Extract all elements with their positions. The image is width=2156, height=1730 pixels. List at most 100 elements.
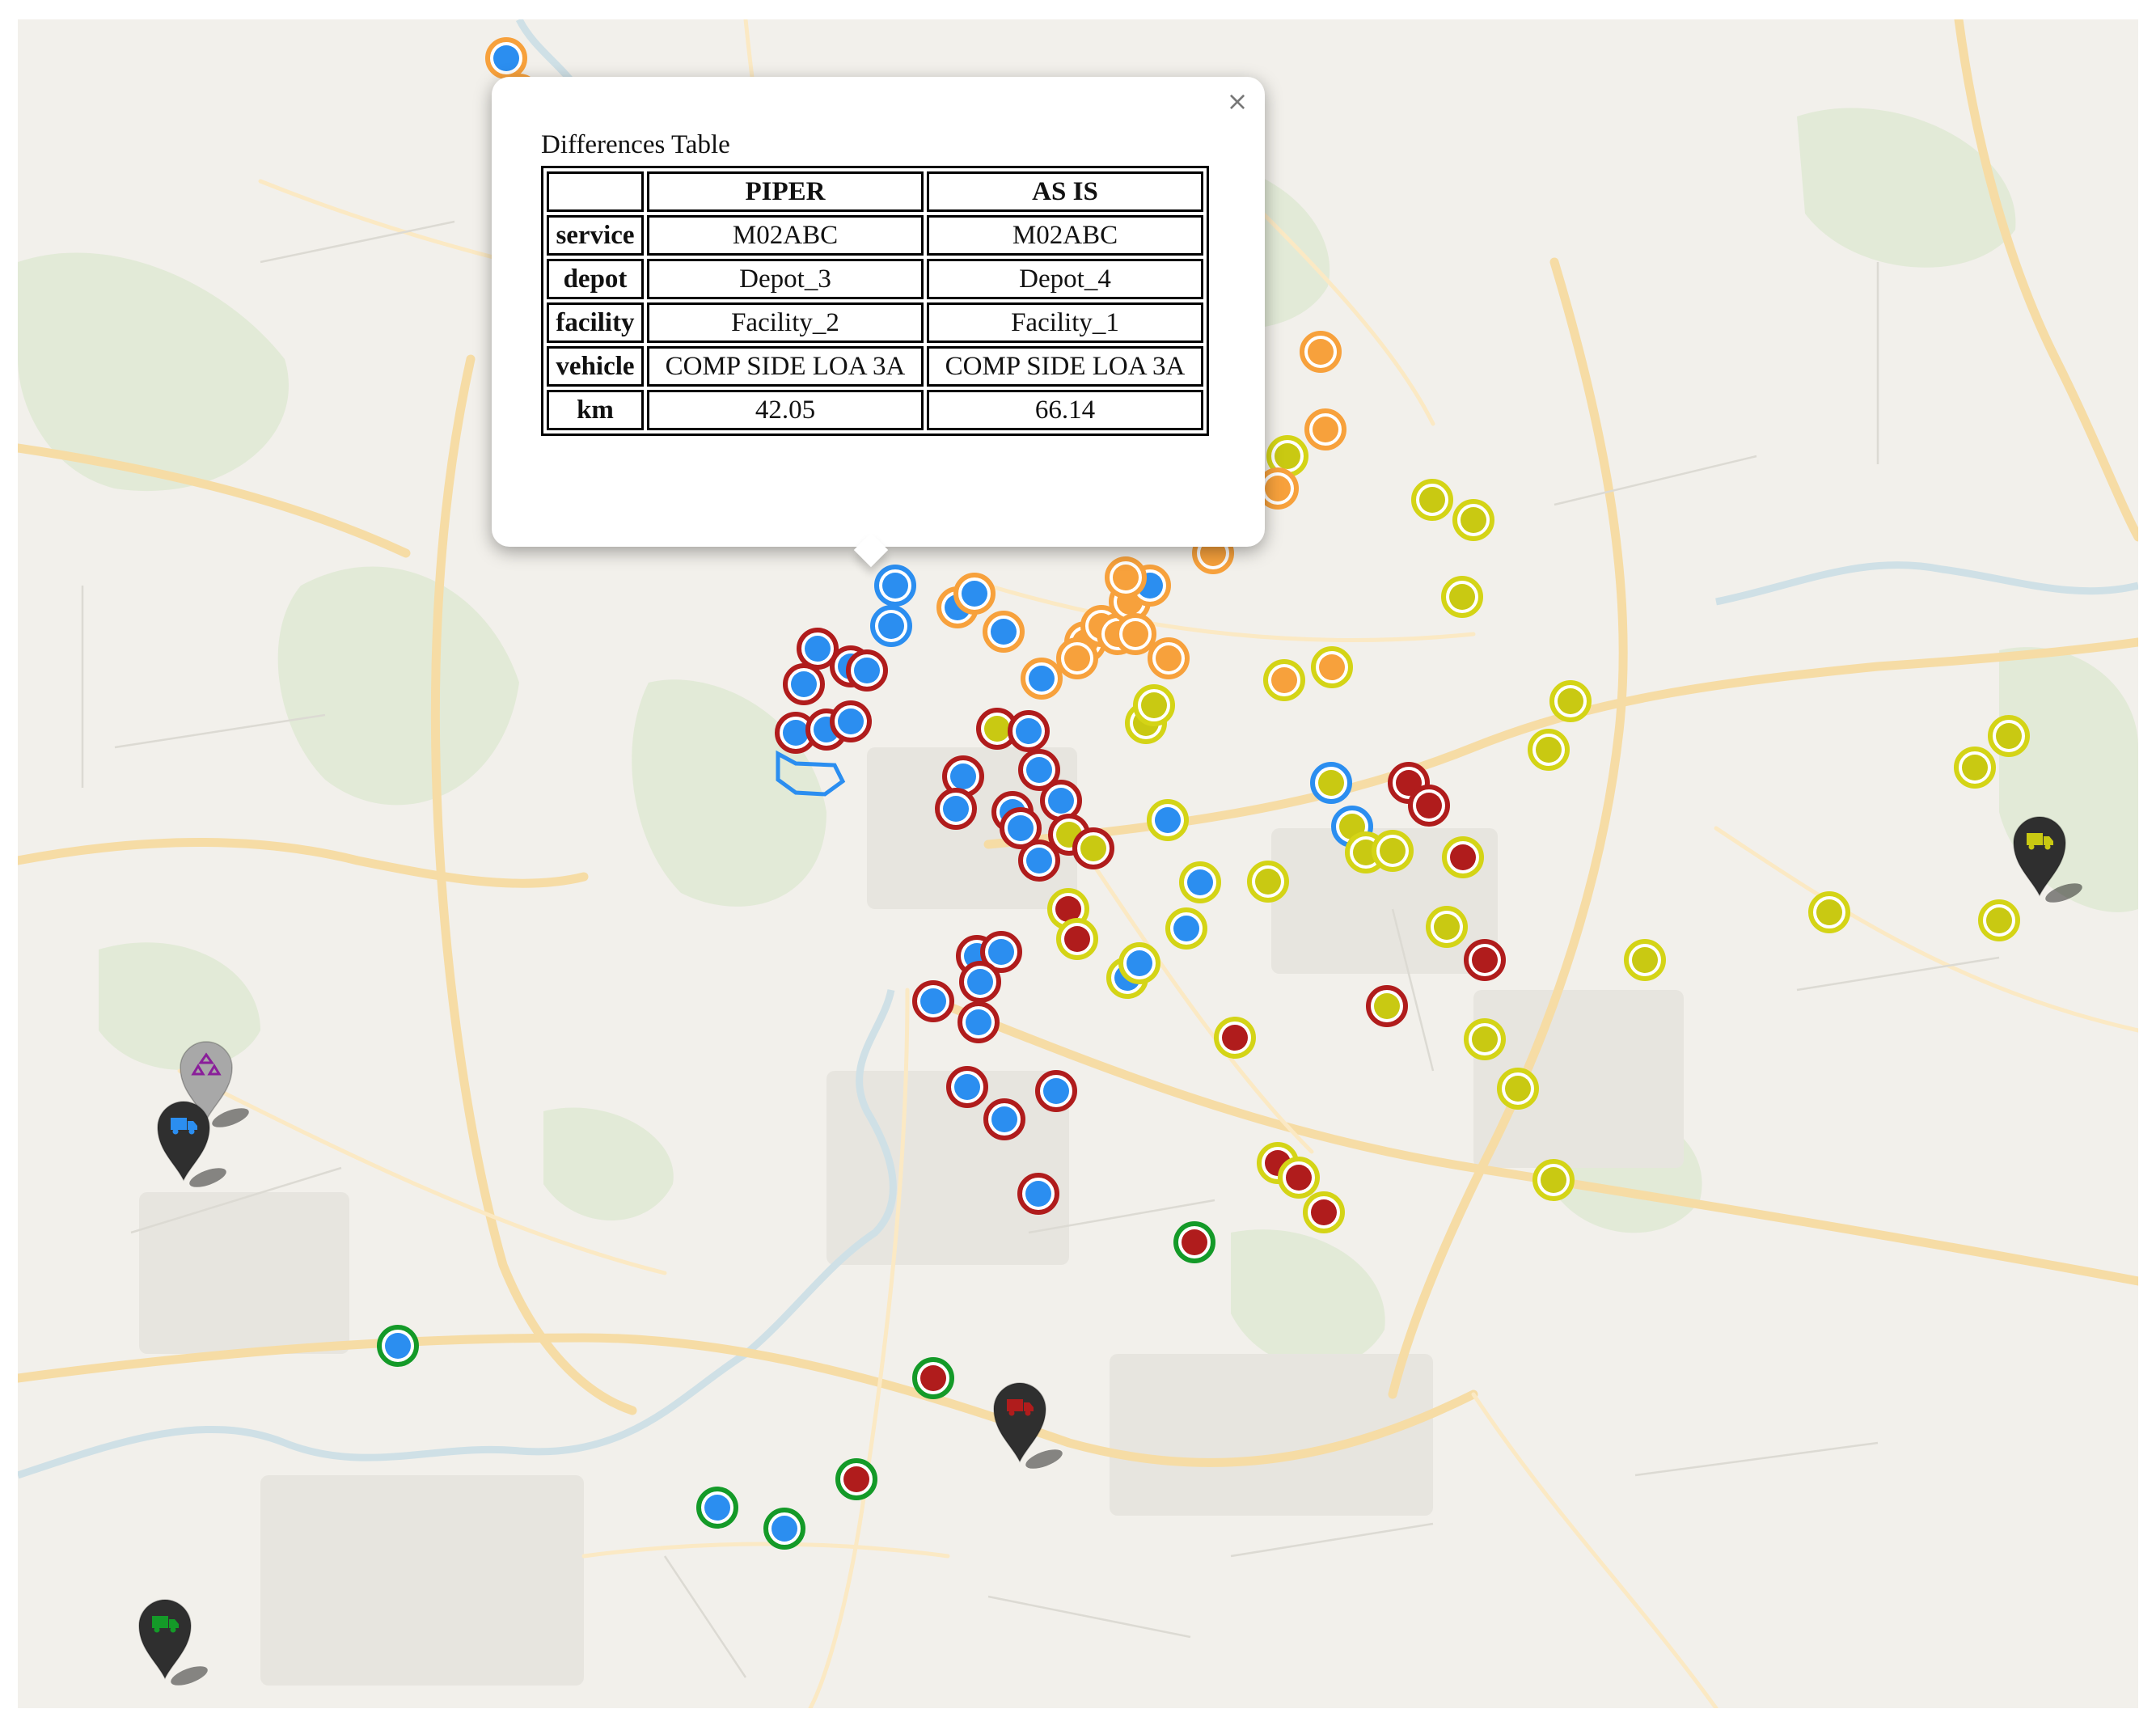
cell-as-is-km: 66.14 [927,390,1203,430]
service-point-marker[interactable] [1247,861,1289,903]
cell-as-is-depot: Depot_4 [927,259,1203,299]
service-point-marker[interactable] [1978,899,2020,941]
service-point-marker[interactable] [1118,942,1160,984]
service-point-marker[interactable] [976,708,1018,750]
service-point-marker[interactable] [1441,576,1483,618]
service-point-marker[interactable] [1114,613,1156,655]
service-point-marker[interactable] [1311,646,1353,688]
service-point-marker[interactable] [1263,659,1305,701]
close-icon[interactable]: × [1226,86,1249,116]
service-point-marker[interactable] [870,605,912,647]
service-point-marker[interactable] [1035,1070,1077,1112]
service-point-marker[interactable] [946,1066,988,1108]
service-point-marker[interactable] [1624,939,1666,981]
service-point-marker[interactable] [1464,939,1506,981]
depot-pin-marker[interactable] [2013,816,2085,907]
differences-table: PIPER AS IS service M02ABC M02ABC depot … [541,166,1209,436]
table-row: facility Facility_2 Facility_1 [547,302,1203,343]
cell-as-is-service: M02ABC [927,215,1203,256]
service-point-marker[interactable] [959,961,1001,1003]
row-label-facility: facility [547,302,644,343]
table-header-corner [547,171,644,212]
service-point-marker[interactable] [1497,1068,1539,1110]
service-point-marker[interactable] [846,649,888,692]
service-point-marker[interactable] [1266,435,1308,477]
service-point-marker[interactable] [1165,907,1207,950]
service-point-marker[interactable] [1105,556,1147,599]
service-point-marker[interactable] [980,931,1022,973]
facility-pin-marker[interactable] [180,1041,252,1131]
service-point-marker[interactable] [1017,1173,1059,1215]
differences-popup: × Differences Table PIPER AS IS service … [492,77,1265,568]
service-point-marker[interactable] [1072,827,1114,869]
service-point-marker[interactable] [1808,891,1850,933]
service-point-marker[interactable] [1532,1159,1575,1201]
service-point-marker[interactable] [958,1001,1000,1043]
recycle-icon [191,1052,222,1076]
service-point-marker[interactable] [1411,479,1453,521]
table-row: km 42.05 66.14 [547,390,1203,430]
service-point-marker[interactable] [1257,467,1299,510]
service-point-marker[interactable] [1426,906,1468,948]
service-point-marker[interactable] [830,700,872,742]
cell-piper-vehicle: COMP SIDE LOA 3A [647,346,924,387]
service-point-marker[interactable] [1452,499,1494,541]
service-point-marker[interactable] [1304,408,1346,450]
truck-icon [152,1616,179,1633]
service-point-marker[interactable] [1408,785,1450,827]
depot-pin-marker[interactable] [138,1599,210,1690]
service-point-marker[interactable] [1528,729,1570,771]
service-point-marker[interactable] [1464,1018,1506,1060]
service-point-marker[interactable] [983,1098,1025,1140]
service-point-marker[interactable] [1018,840,1060,882]
service-point-marker[interactable] [1303,1191,1345,1233]
service-point-marker[interactable] [377,1325,419,1367]
service-point-marker[interactable] [1040,780,1082,822]
service-point-marker[interactable] [1988,715,2030,757]
service-point-marker[interactable] [1214,1017,1256,1059]
table-row: vehicle COMP SIDE LOA 3A COMP SIDE LOA 3… [547,346,1203,387]
service-point-marker[interactable] [783,663,825,705]
service-point-marker[interactable] [1372,830,1414,872]
service-point-marker[interactable] [1310,762,1352,804]
cell-piper-facility: Facility_2 [647,302,924,343]
service-point-marker[interactable] [912,980,954,1022]
service-point-marker[interactable] [696,1487,738,1529]
service-point-marker[interactable] [1056,637,1098,679]
service-point-marker[interactable] [835,1458,877,1500]
service-point-marker[interactable] [1278,1157,1320,1199]
service-point-marker[interactable] [1148,637,1190,679]
service-point-marker[interactable] [874,565,916,607]
row-label-depot: depot [547,259,644,299]
row-label-km: km [547,390,644,430]
service-point-marker[interactable] [1133,684,1175,726]
service-point-marker[interactable] [485,37,527,79]
truck-icon [171,1118,197,1135]
service-point-marker[interactable] [912,1357,954,1399]
service-point-marker[interactable] [983,611,1025,653]
service-point-marker[interactable] [1173,1221,1215,1263]
service-point-marker[interactable] [1008,710,1050,752]
cell-as-is-vehicle: COMP SIDE LOA 3A [927,346,1203,387]
service-point-marker[interactable] [1954,747,1996,789]
service-point-marker[interactable] [1000,807,1042,849]
service-point-marker[interactable] [1366,985,1408,1027]
depot-pin-marker[interactable] [993,1382,1065,1473]
service-point-marker[interactable] [953,573,996,615]
service-point-marker[interactable] [1021,658,1063,700]
service-point-marker[interactable] [942,755,984,797]
service-point-marker[interactable] [797,628,839,670]
service-point-marker[interactable] [935,788,977,830]
table-header-as-is: AS IS [927,171,1203,212]
service-point-marker[interactable] [1056,918,1098,960]
service-point-marker[interactable] [1549,680,1592,722]
service-point-marker[interactable] [1442,836,1484,878]
service-point-marker[interactable] [1179,861,1221,903]
service-point-marker[interactable] [1300,331,1342,373]
row-label-vehicle: vehicle [547,346,644,387]
service-point-marker[interactable] [763,1508,805,1550]
service-points-overlay [138,37,2085,1690]
service-point-marker[interactable] [1018,749,1060,791]
depot-pin-marker[interactable] [157,1101,229,1191]
service-point-marker[interactable] [1147,799,1189,841]
